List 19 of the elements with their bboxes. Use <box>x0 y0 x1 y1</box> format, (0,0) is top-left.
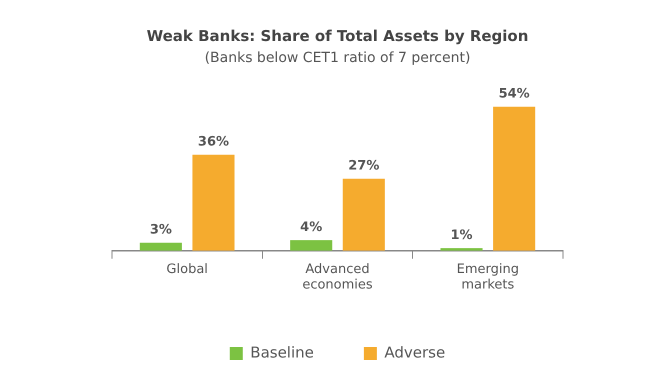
chart-title: Weak Banks: Share of Total Assets by Region <box>146 26 528 45</box>
bar <box>342 178 385 251</box>
data-label: 3% <box>150 222 172 238</box>
x-tick-label: Global <box>166 262 208 277</box>
data-label: 54% <box>498 86 530 102</box>
bar <box>290 240 332 251</box>
x-tick-label: Emerging markets <box>456 262 520 293</box>
legend-label: Baseline <box>250 343 314 362</box>
data-label: 27% <box>348 158 380 174</box>
bar <box>140 242 182 251</box>
bar <box>493 106 536 251</box>
bar <box>440 248 483 251</box>
x-tick-label: Advanced economies <box>302 262 373 293</box>
legend-label: Adverse <box>384 343 446 362</box>
data-label: 1% <box>450 228 473 244</box>
data-label: 36% <box>198 134 230 150</box>
data-label: 4% <box>300 220 322 236</box>
bar <box>192 154 235 251</box>
chart-subtitle: (Banks below CET1 ratio of 7 percent) <box>204 50 470 66</box>
